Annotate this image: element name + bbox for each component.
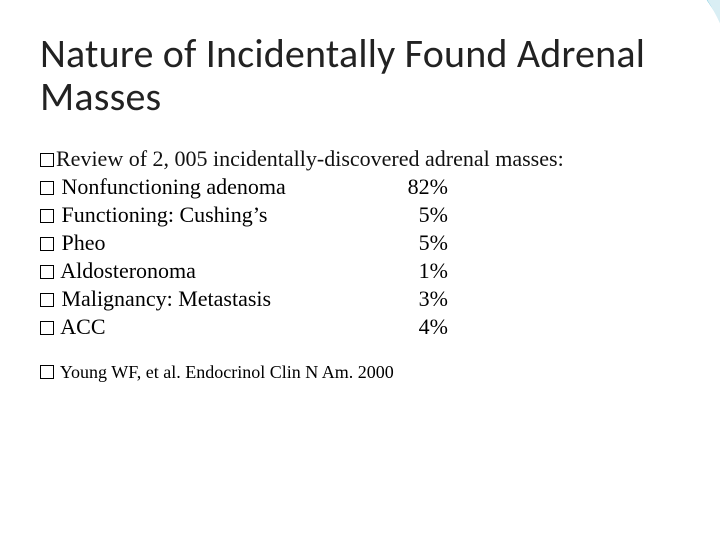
- list-item-label-wrap: ACC: [40, 314, 106, 340]
- list-item: Pheo 5%: [40, 230, 448, 256]
- list-item-label: ACC: [60, 314, 105, 339]
- intro-line: Review of 2, 005 incidentally-discovered…: [40, 146, 680, 172]
- list-item: Aldosteronoma 1%: [40, 258, 448, 284]
- bullet-icon: [40, 365, 54, 379]
- list-item-label: Functioning: Cushing’s: [62, 202, 268, 227]
- bullet-icon: [40, 293, 54, 307]
- list-item-value: 5%: [419, 230, 448, 256]
- data-list: Nonfunctioning adenoma 82% Functioning: …: [40, 174, 680, 340]
- list-item-label: Pheo: [62, 230, 106, 255]
- list-item: Functioning: Cushing’s 5%: [40, 202, 448, 228]
- list-item-label: Aldosteronoma: [60, 258, 196, 283]
- citation-text: Young WF, et al. Endocrinol Clin N Am. 2…: [60, 362, 394, 382]
- citation-line: Young WF, et al. Endocrinol Clin N Am. 2…: [40, 362, 680, 383]
- list-item-label-wrap: Nonfunctioning adenoma: [40, 174, 286, 200]
- list-item-value: 5%: [419, 202, 448, 228]
- slide-container: Nature of Incidentally Found Adrenal Mas…: [0, 0, 720, 540]
- list-item: Nonfunctioning adenoma 82%: [40, 174, 448, 200]
- list-item: Malignancy: Metastasis 3%: [40, 286, 448, 312]
- list-item-value: 82%: [408, 174, 448, 200]
- list-item-value: 4%: [419, 314, 448, 340]
- list-item-label: Nonfunctioning adenoma: [62, 174, 286, 199]
- slide-title: Nature of Incidentally Found Adrenal Mas…: [40, 32, 680, 118]
- bullet-icon: [40, 321, 54, 335]
- list-item-label-wrap: Malignancy: Metastasis: [40, 286, 271, 312]
- list-item-value: 3%: [419, 286, 448, 312]
- bullet-icon: [40, 265, 54, 279]
- list-item-label-wrap: Pheo: [40, 230, 106, 256]
- list-item-label: Malignancy: Metastasis: [62, 286, 272, 311]
- list-item: ACC 4%: [40, 314, 448, 340]
- list-item-label-wrap: Aldosteronoma: [40, 258, 196, 284]
- intro-text: Review of 2, 005 incidentally-discovered…: [56, 146, 564, 171]
- list-item-label-wrap: Functioning: Cushing’s: [40, 202, 267, 228]
- bullet-icon: [40, 209, 54, 223]
- bullet-icon: [40, 181, 54, 195]
- bullet-icon: [40, 153, 54, 167]
- list-item-value: 1%: [419, 258, 448, 284]
- bullet-icon: [40, 237, 54, 251]
